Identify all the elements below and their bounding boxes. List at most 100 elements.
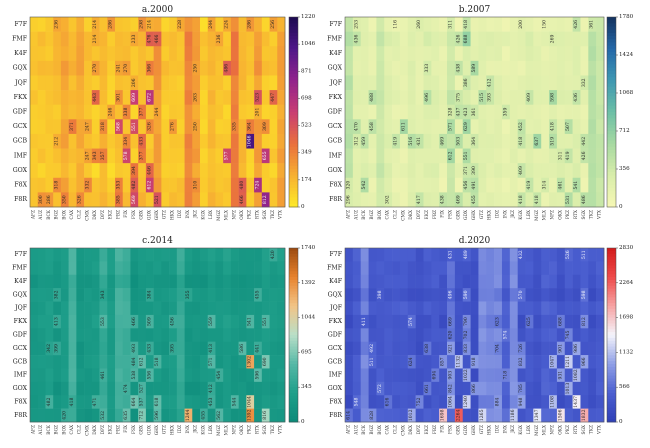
heat-cell (207, 274, 216, 289)
col-label: NPZ (550, 210, 555, 220)
data-label: 419 (526, 181, 532, 190)
heat-cell (431, 248, 440, 262)
heat-cell (494, 395, 503, 409)
colorbar-segment (289, 134, 298, 138)
heat-cell (376, 355, 385, 369)
heat-cell (76, 381, 85, 396)
heat-cell (447, 177, 456, 193)
heat-cell (392, 192, 401, 208)
heat-cell (161, 288, 170, 302)
heat-cell (200, 368, 209, 383)
heat-cell (145, 301, 154, 316)
col-label: LBX (209, 424, 214, 434)
heat-cell (269, 288, 278, 302)
heat-cell (588, 261, 597, 276)
data-label: 333 (424, 64, 430, 73)
heat-cell (454, 274, 464, 289)
colorbar-tick-label: 345 (301, 384, 312, 390)
heat-cell (447, 261, 456, 276)
heat-cell (115, 301, 124, 316)
col-label: DPZ (101, 425, 106, 434)
heat-cell (30, 408, 39, 423)
colorbar-segment (607, 332, 616, 336)
heat-cell (230, 17, 239, 32)
heat-cell (399, 314, 409, 329)
data-label: 2264 (455, 409, 461, 421)
heat-cell (588, 60, 597, 76)
heat-cell (447, 31, 456, 47)
heat-cell (138, 192, 147, 208)
heat-cell (399, 341, 409, 356)
heat-cell (269, 408, 278, 423)
heat-cell (478, 314, 487, 329)
heat-cell (399, 46, 409, 62)
heat-cell (517, 288, 526, 302)
heat-cell (486, 261, 495, 276)
heat-cell (145, 46, 154, 62)
heat-cell (454, 301, 464, 316)
heat-cell (223, 177, 232, 193)
colorbar-segment (289, 401, 298, 405)
heat-cell (572, 177, 581, 193)
heat-cell (84, 355, 93, 369)
colorbar-segment (607, 74, 616, 78)
heat-cell (184, 368, 193, 383)
data-label: 338 (123, 108, 129, 117)
data-label: 1698 (440, 409, 446, 421)
colorbar-frame (606, 16, 617, 208)
heat-cell (478, 301, 487, 316)
heat-cell (184, 177, 193, 193)
heat-cell (192, 314, 201, 329)
heat-cell (509, 31, 518, 47)
heat-cell (37, 248, 46, 262)
colorbar-tick-label: 0 (301, 419, 305, 425)
heat-cell (509, 119, 518, 135)
heat-cell (223, 90, 232, 105)
heat-cell (572, 301, 581, 316)
heat-cell (53, 341, 62, 356)
data-label: 574 (408, 317, 414, 326)
heat-cell (122, 261, 131, 276)
heat-cell (392, 60, 401, 76)
heat-cell (76, 75, 85, 91)
heat-cell (115, 177, 124, 193)
heat-cell (478, 248, 487, 262)
colorbar-segment (607, 191, 616, 195)
heat-cell (345, 368, 354, 383)
heat-cell (138, 381, 147, 396)
row-label: K4F (329, 50, 343, 57)
heat-cell (176, 341, 185, 356)
heat-cell (161, 90, 170, 105)
col-label: MGZ (217, 210, 222, 221)
data-label: 1265 (479, 409, 485, 421)
heat-cell (192, 381, 201, 396)
heat-cell (360, 31, 369, 47)
heat-cell (60, 341, 69, 356)
heat-cell (138, 163, 147, 179)
colorbar-segment (607, 395, 616, 400)
heat-cell (261, 60, 270, 76)
colorbar-segment (289, 124, 298, 129)
row-label: GCX (13, 123, 28, 130)
heat-cell (99, 163, 108, 179)
data-label: 598 (581, 290, 587, 299)
panel-title: d.2020 (459, 236, 491, 246)
heat-cell (360, 261, 369, 276)
heat-cell (454, 119, 464, 135)
col-label: RTX (255, 209, 260, 219)
heat-cell (238, 31, 247, 47)
heat-cell (572, 288, 581, 302)
data-label: 409 (526, 93, 532, 102)
colorbar-segment (289, 127, 298, 132)
heat-cell (45, 75, 54, 91)
colorbar-segment (607, 262, 616, 266)
heat-cell (153, 75, 162, 91)
heat-cell (200, 261, 209, 276)
heat-cell (145, 395, 154, 409)
heat-cell (145, 133, 154, 149)
colorbar-segment (289, 184, 298, 189)
heat-cell (564, 177, 573, 193)
heat-cell (138, 133, 147, 149)
heat-cell (122, 133, 131, 149)
